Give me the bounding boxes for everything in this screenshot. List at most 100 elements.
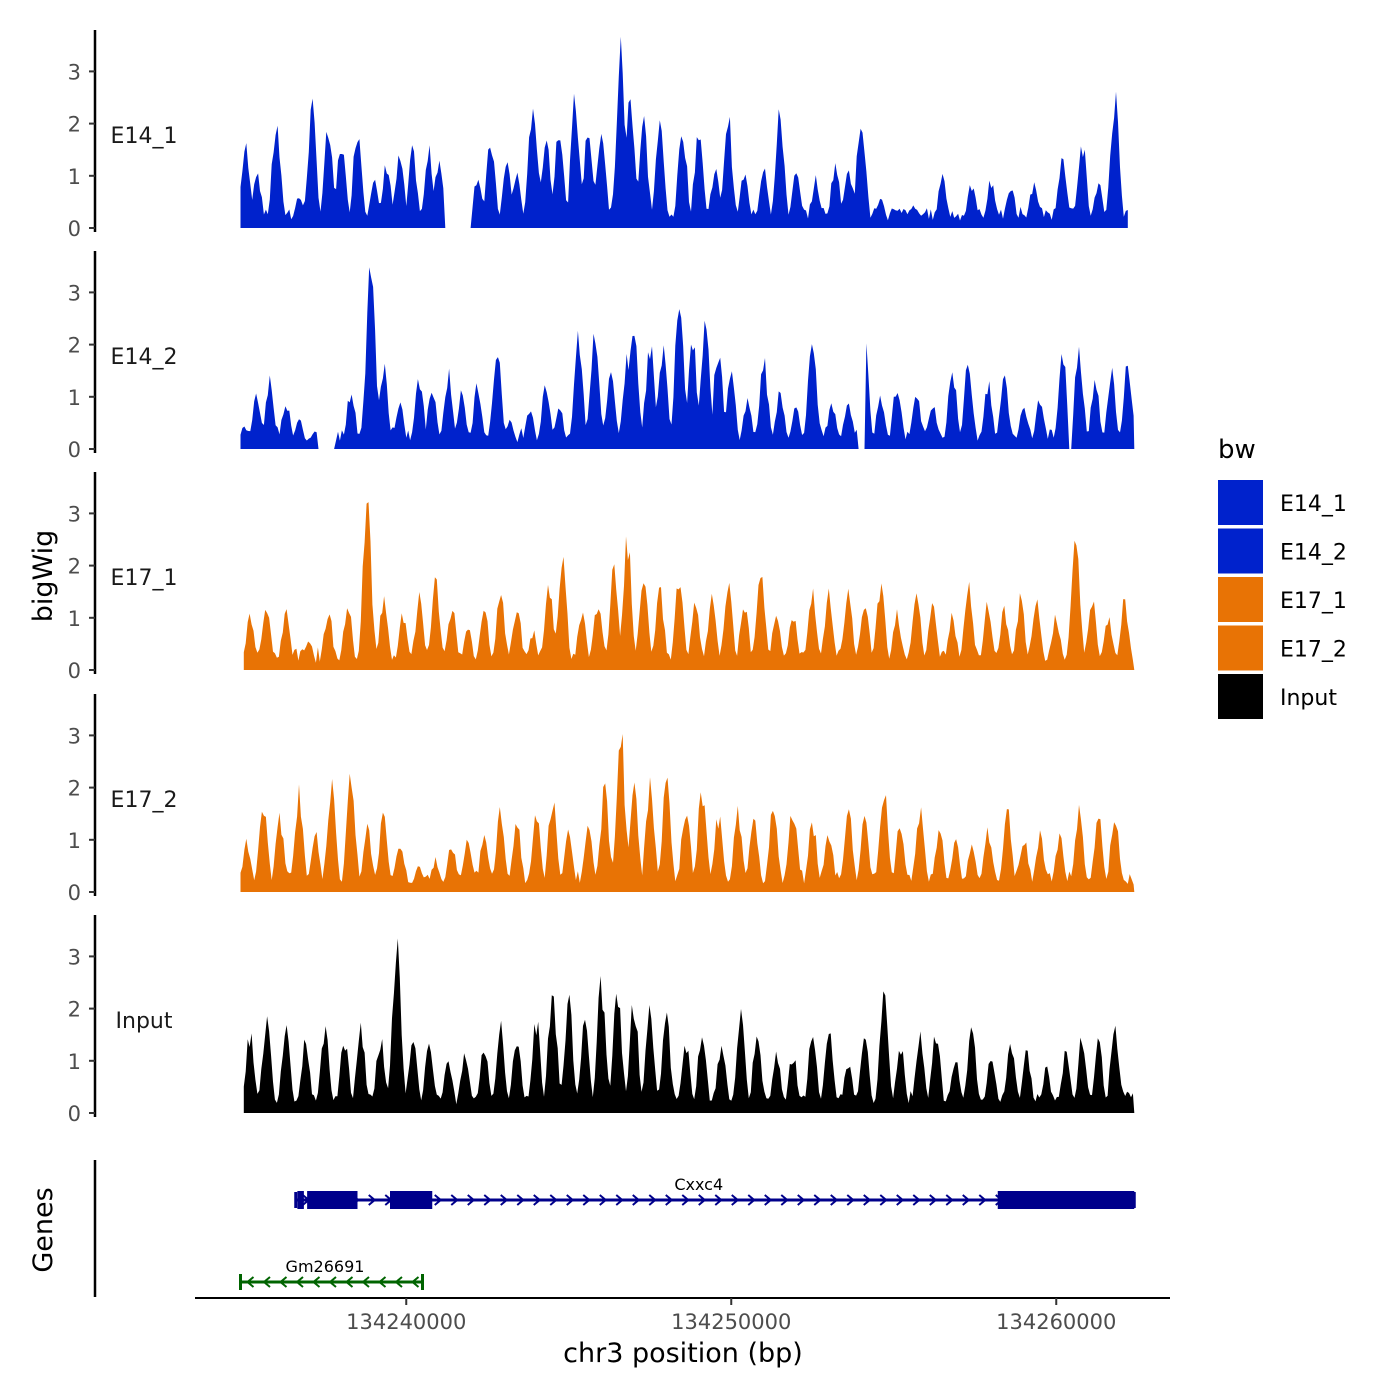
y-tick-label: 1	[68, 829, 81, 853]
strand-arrow	[929, 1194, 938, 1206]
strand-arrow	[764, 1194, 773, 1206]
y-tick-label: 2	[68, 113, 81, 137]
y-axis-title: bigWig	[28, 530, 59, 623]
y-tick-label: 2	[68, 334, 81, 358]
legend-swatch	[1218, 480, 1263, 525]
strand-arrow	[245, 1276, 255, 1288]
x-axis: 134240000 134250000 134260000	[195, 1297, 1170, 1334]
genes-axis-title: Genes	[28, 1187, 59, 1272]
strand-arrow	[962, 1194, 971, 1206]
strand-arrow	[328, 1276, 337, 1288]
gene-label: Cxxc4	[674, 1175, 723, 1194]
y-tick-label: 1	[68, 1050, 81, 1074]
legend-label: E14_1	[1280, 492, 1347, 517]
strand-arrow	[516, 1194, 525, 1206]
strand-arrow	[262, 1276, 271, 1288]
strand-arrow	[830, 1194, 839, 1206]
legend-label: E17_1	[1280, 589, 1347, 614]
track-e17-1: 0 1 2 3 E17_1	[68, 472, 1135, 683]
gene-exon	[997, 1191, 1135, 1209]
strand-arrow	[483, 1194, 492, 1206]
gene-exon	[307, 1191, 358, 1209]
track-e14-1: 0 1 2 3 E14_1	[68, 30, 1128, 241]
track-area-e17-1	[243, 502, 1135, 670]
y-tick-label: 0	[68, 217, 81, 241]
strand-arrow	[863, 1194, 872, 1206]
legend-swatch	[1218, 528, 1263, 574]
strand-arrow	[912, 1194, 921, 1206]
strand-arrow	[731, 1194, 740, 1206]
strand-arrow	[813, 1194, 822, 1206]
strand-arrow	[344, 1276, 354, 1288]
strand-arrow	[582, 1194, 591, 1206]
legend-title: bw	[1218, 435, 1256, 465]
legend-item-e17-2: E17_2	[1218, 625, 1347, 671]
strand-arrow	[648, 1194, 657, 1206]
y-tick-label: 0	[68, 438, 81, 462]
track-area-e17-2	[240, 734, 1135, 892]
tracks-layer: 0 1 2 3 E14_1 0 1 2 3 E14_2 0 1 2 3 E17_1 0 1 2 3 E17_2 0 1 2 3…	[68, 30, 1135, 1126]
y-tick-label: 3	[68, 60, 81, 84]
legend-label: E17_2	[1280, 638, 1347, 663]
y-tick-label: 2	[68, 555, 81, 579]
legend-item-input: Input	[1218, 674, 1337, 719]
strand-arrow	[394, 1276, 403, 1288]
y-tick-label: 3	[68, 945, 81, 969]
strand-arrow	[846, 1194, 855, 1206]
legend-label: Input	[1280, 686, 1337, 711]
legend-swatch	[1218, 625, 1263, 671]
legend-item-e17-1: E17_1	[1218, 577, 1347, 622]
strand-arrow	[879, 1194, 888, 1206]
y-tick-label: 1	[68, 386, 81, 410]
y-tick-label: 0	[68, 1102, 81, 1126]
y-tick-label: 3	[68, 724, 81, 748]
legend-label: E14_2	[1280, 541, 1347, 566]
track-label: E14_2	[111, 345, 178, 370]
track-e14-2: 0 1 2 3 E14_2	[68, 251, 1135, 462]
strand-arrow	[500, 1194, 509, 1206]
strand-arrow	[632, 1194, 641, 1206]
y-tick-label: 0	[68, 881, 81, 905]
strand-arrow	[945, 1194, 954, 1206]
strand-arrow	[599, 1194, 608, 1206]
y-tick-label: 2	[68, 777, 81, 801]
track-e17-2: 0 1 2 3 E17_2	[68, 694, 1135, 905]
strand-arrow	[665, 1194, 674, 1206]
strand-arrow	[410, 1276, 420, 1288]
strand-arrow	[681, 1194, 690, 1206]
y-tick-label: 0	[68, 659, 81, 683]
y-tick-label: 1	[68, 607, 81, 631]
track-label: E17_2	[111, 788, 178, 813]
strand-arrow	[368, 1194, 377, 1206]
track-area-e14-2	[240, 267, 1135, 449]
x-axis-title: chr3 position (bp)	[563, 1338, 803, 1369]
track-label: Input	[116, 1009, 173, 1034]
y-tick-label: 1	[68, 165, 81, 189]
strand-arrow	[467, 1194, 476, 1206]
y-tick-label: 3	[68, 502, 81, 526]
track-input: 0 1 2 3 Input	[68, 915, 1135, 1126]
gene-label: Gm26691	[286, 1257, 365, 1276]
strand-arrow	[896, 1194, 905, 1206]
strand-arrow	[533, 1194, 542, 1206]
track-area-e14-1	[240, 36, 1128, 228]
y-tick-label: 2	[68, 998, 81, 1022]
y-tick-label: 3	[68, 281, 81, 305]
strand-arrow	[434, 1194, 443, 1206]
strand-arrow	[450, 1194, 459, 1206]
track-label: E14_1	[111, 124, 178, 149]
gene-exon	[390, 1191, 433, 1209]
strand-arrow	[698, 1194, 707, 1206]
gene-gm26691: Gm26691	[239, 1257, 424, 1290]
x-tick-label: 134240000	[346, 1310, 466, 1334]
x-tick-label: 134250000	[671, 1310, 791, 1334]
legend-item-e14-1: E14_1	[1218, 480, 1347, 525]
gene-cxxc4: Cxxc4	[294, 1175, 1136, 1209]
track-area-input	[243, 938, 1135, 1113]
strand-arrow	[566, 1194, 575, 1206]
strand-arrow	[377, 1276, 387, 1288]
legend-swatch	[1218, 674, 1263, 719]
legend-item-e14-2: E14_2	[1218, 528, 1347, 574]
strand-arrow	[295, 1276, 304, 1288]
legend: bw E14_1 E14_2 E17_1 E17_2 Input	[1218, 435, 1347, 719]
